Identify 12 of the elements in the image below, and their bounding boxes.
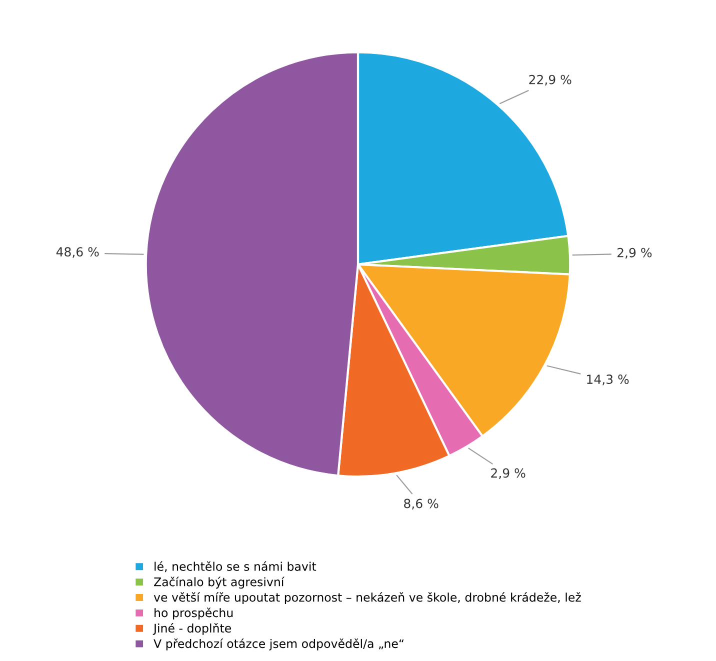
legend-label: lé, nechtělo se s námi bavit xyxy=(154,561,316,572)
data-label: 2,9 % xyxy=(491,468,526,480)
legend-label: V předchozí otázce jsem odpověděl/a „ne“ xyxy=(154,638,404,650)
legend-label: Začínalo být agresivní xyxy=(154,576,284,589)
data-label: 48,6 % xyxy=(56,247,99,258)
data-label: 2,9 % xyxy=(617,248,652,259)
data-label: 8,6 % xyxy=(404,498,438,510)
data-label: 14,3 % xyxy=(587,374,629,386)
legend-label: ve větší míře upoutat pozornost – nekázeň ve škole, drobné krádeže, lež xyxy=(154,592,581,604)
legend-label: ho prospěchu xyxy=(154,608,233,620)
legend-label: Jiné - doplňte xyxy=(152,623,232,635)
data-label: 22,9 % xyxy=(529,74,572,86)
